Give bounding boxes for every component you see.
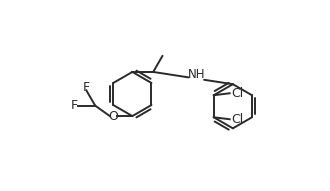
Text: Cl: Cl: [231, 87, 243, 100]
Text: F: F: [70, 99, 78, 112]
Text: O: O: [108, 110, 118, 123]
Text: F: F: [83, 81, 90, 94]
Text: NH: NH: [188, 68, 206, 81]
Text: Cl: Cl: [231, 113, 243, 126]
